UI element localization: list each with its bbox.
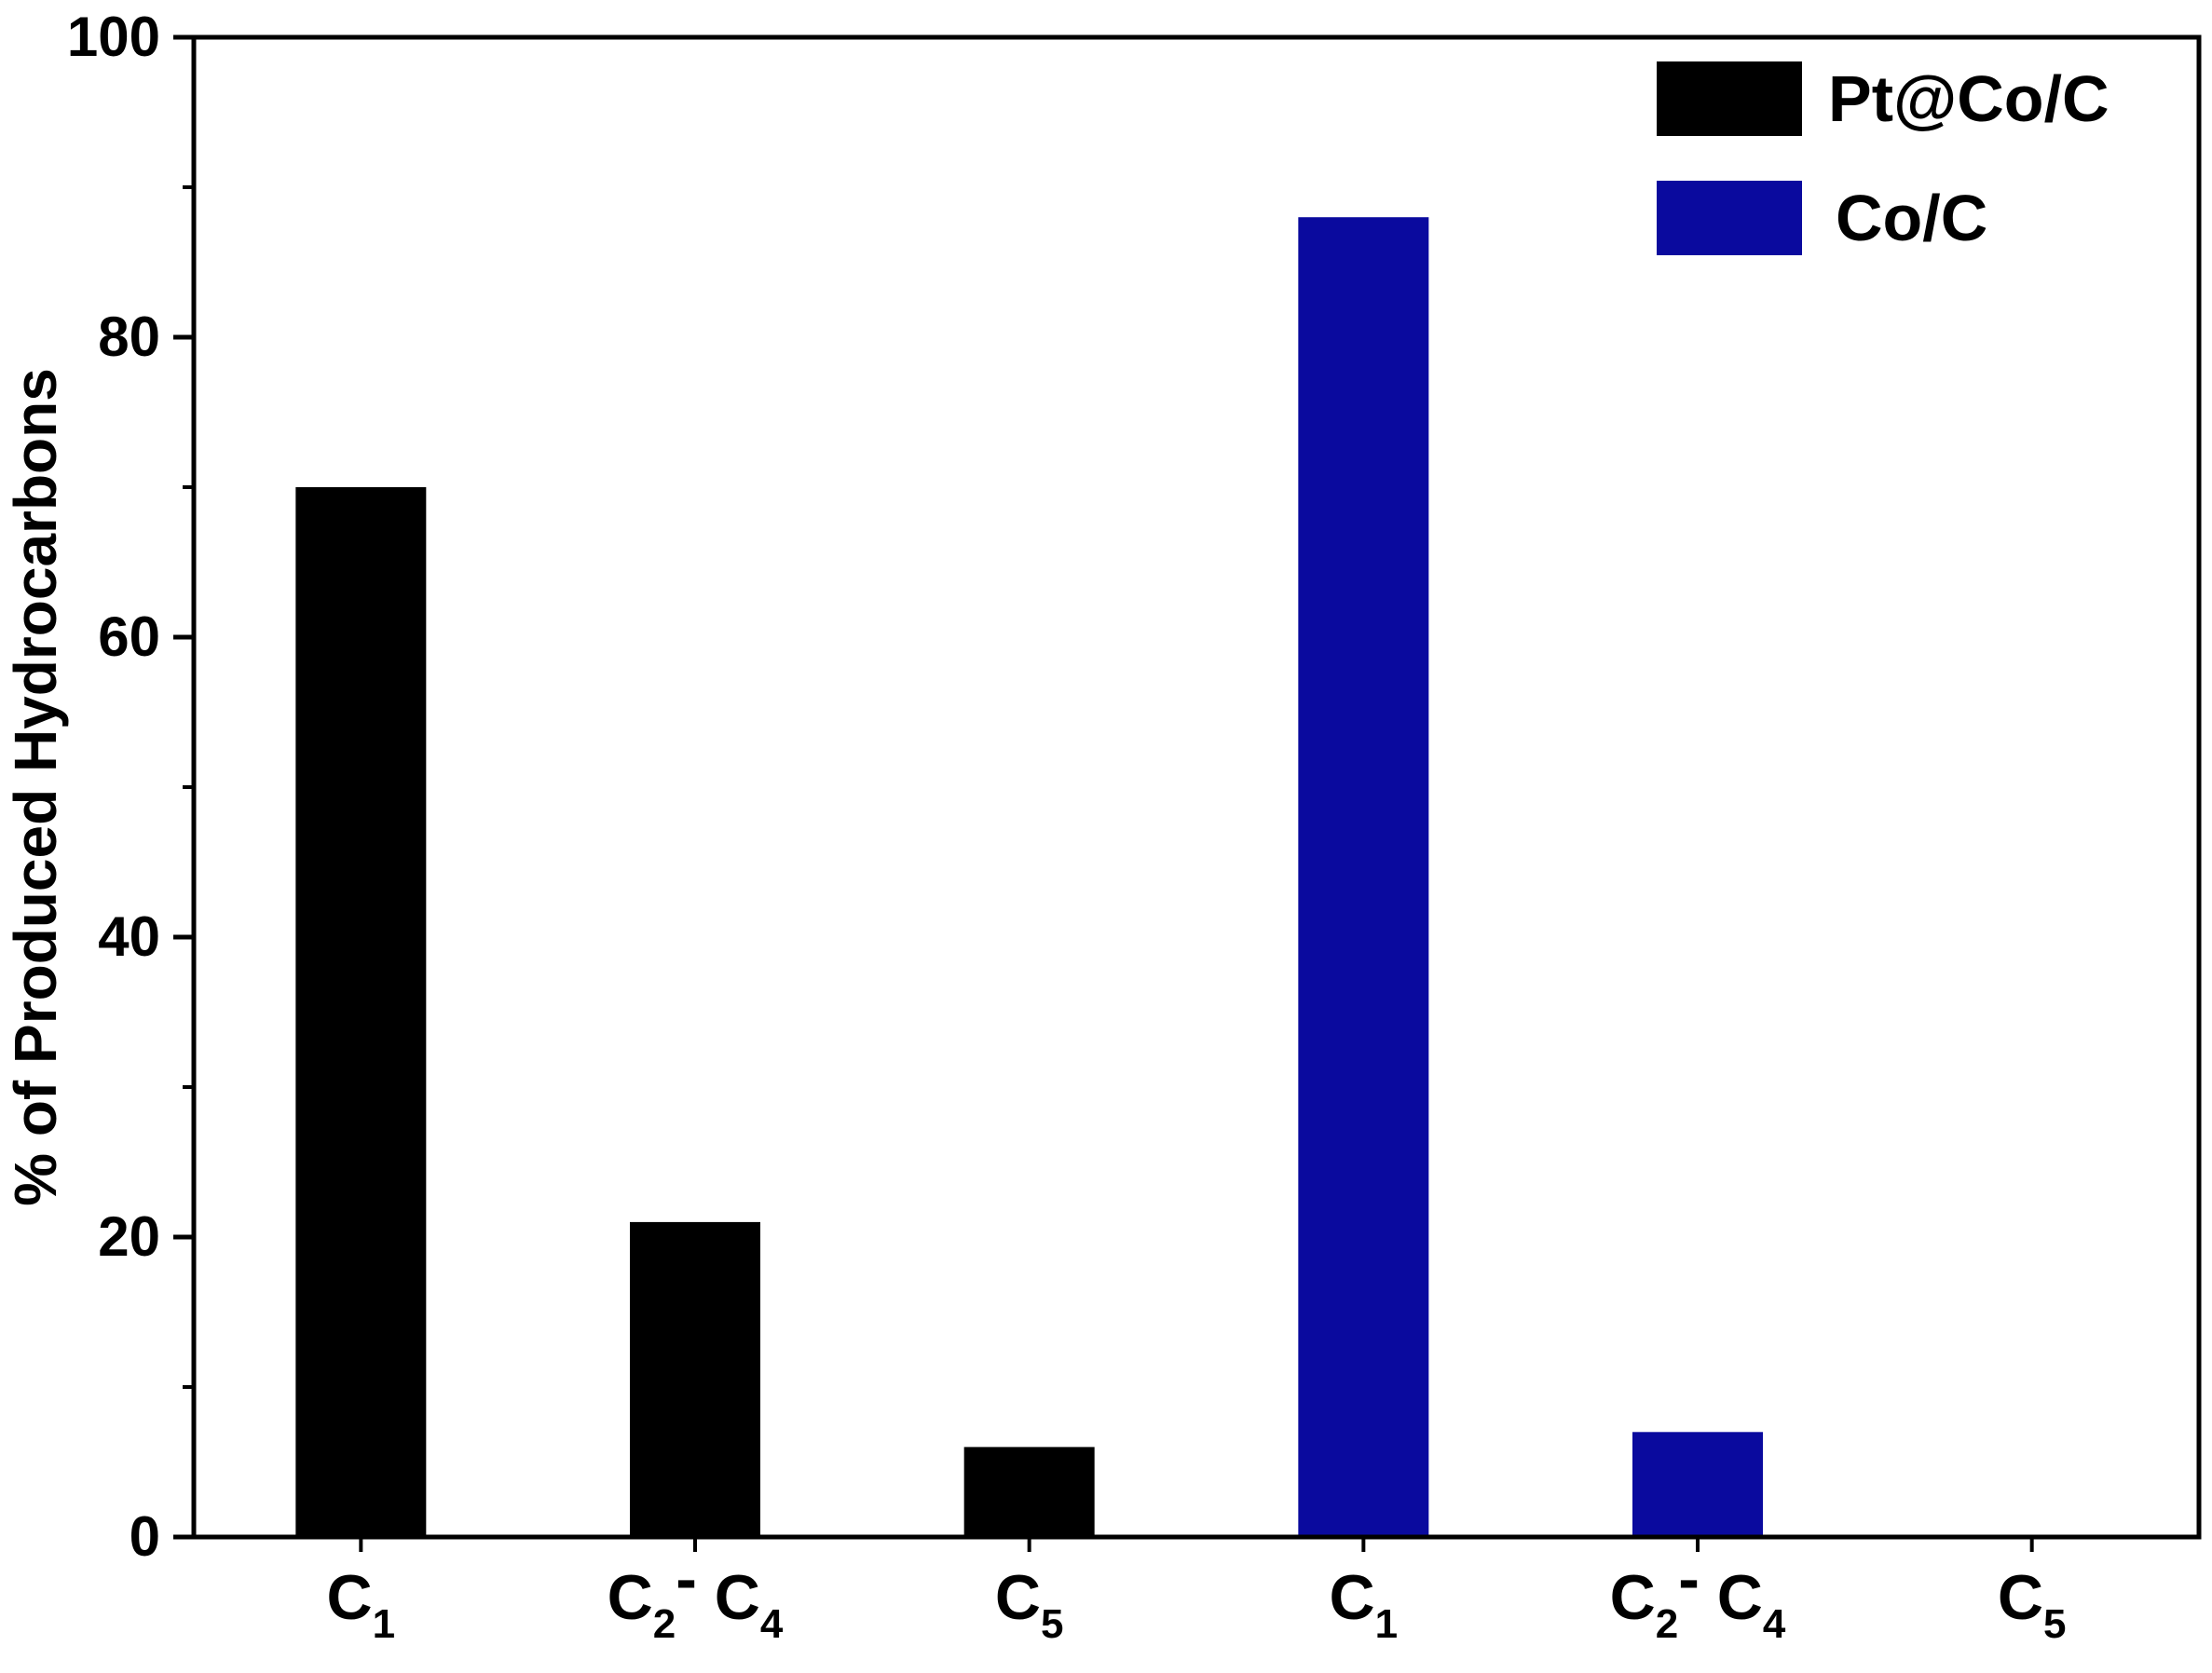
x-label-base2: C — [1717, 1562, 1763, 1633]
x-label-sub: 2 — [1656, 1601, 1678, 1647]
x-category-label: C2- C4 — [608, 1544, 784, 1647]
x-label-base: C — [1610, 1562, 1656, 1633]
legend: Pt@Co/C Co/C — [1657, 61, 2110, 255]
x-category-label: C1 — [1330, 1562, 1399, 1647]
x-label-base: C — [327, 1562, 373, 1633]
x-label-mid: - — [1678, 1544, 1717, 1614]
bars-group — [295, 217, 1763, 1538]
x-label-mid: - — [676, 1544, 715, 1614]
x-label-base2: C — [715, 1562, 760, 1633]
x-label-base: C — [1998, 1562, 2043, 1633]
bar-pt-co-c — [963, 1447, 1095, 1537]
x-category-label: C5 — [1998, 1562, 2067, 1647]
x-label-sub: 5 — [2043, 1601, 2066, 1647]
y-tick-label: 20 — [98, 1205, 160, 1268]
x-label-sub: 5 — [1041, 1601, 1063, 1647]
x-category-label: C1 — [327, 1562, 396, 1647]
x-label-sub2: 4 — [760, 1601, 784, 1647]
y-axis-ticks: 0 20 40 60 80 100 — [67, 6, 194, 1568]
x-category-label: C5 — [995, 1562, 1064, 1647]
x-category-label: C2- C4 — [1610, 1544, 1786, 1647]
x-label-sub: 1 — [1375, 1601, 1398, 1647]
bar-pt-co-c — [630, 1221, 760, 1537]
legend-label: Co/C — [1836, 182, 1987, 254]
legend-label: Pt@Co/C — [1828, 62, 2110, 135]
x-label-sub2: 4 — [1763, 1601, 1786, 1647]
y-tick-label: 40 — [98, 905, 160, 968]
y-tick-label: 60 — [98, 605, 160, 668]
x-label-base: C — [995, 1562, 1041, 1633]
x-label-sub: 2 — [653, 1601, 676, 1647]
legend-swatch — [1657, 181, 1802, 255]
bar-pt-co-c — [295, 487, 427, 1537]
y-tick-label: 0 — [130, 1505, 160, 1568]
y-tick-label: 100 — [67, 6, 160, 68]
x-axis-ticks: C1 C2- C4 C5 C1 C2- C4 C5 — [327, 1537, 2067, 1647]
y-axis-title: % of Produced Hydrocarbons — [2, 368, 69, 1206]
x-label-base: C — [608, 1562, 653, 1633]
bar-co-c — [1632, 1432, 1763, 1537]
x-label-base: C — [1330, 1562, 1375, 1633]
x-label-sub: 1 — [373, 1601, 395, 1647]
legend-swatch — [1657, 61, 1802, 136]
bar-co-c — [1298, 217, 1429, 1538]
plot-frame — [191, 34, 2202, 1540]
y-tick-label: 80 — [98, 306, 160, 368]
